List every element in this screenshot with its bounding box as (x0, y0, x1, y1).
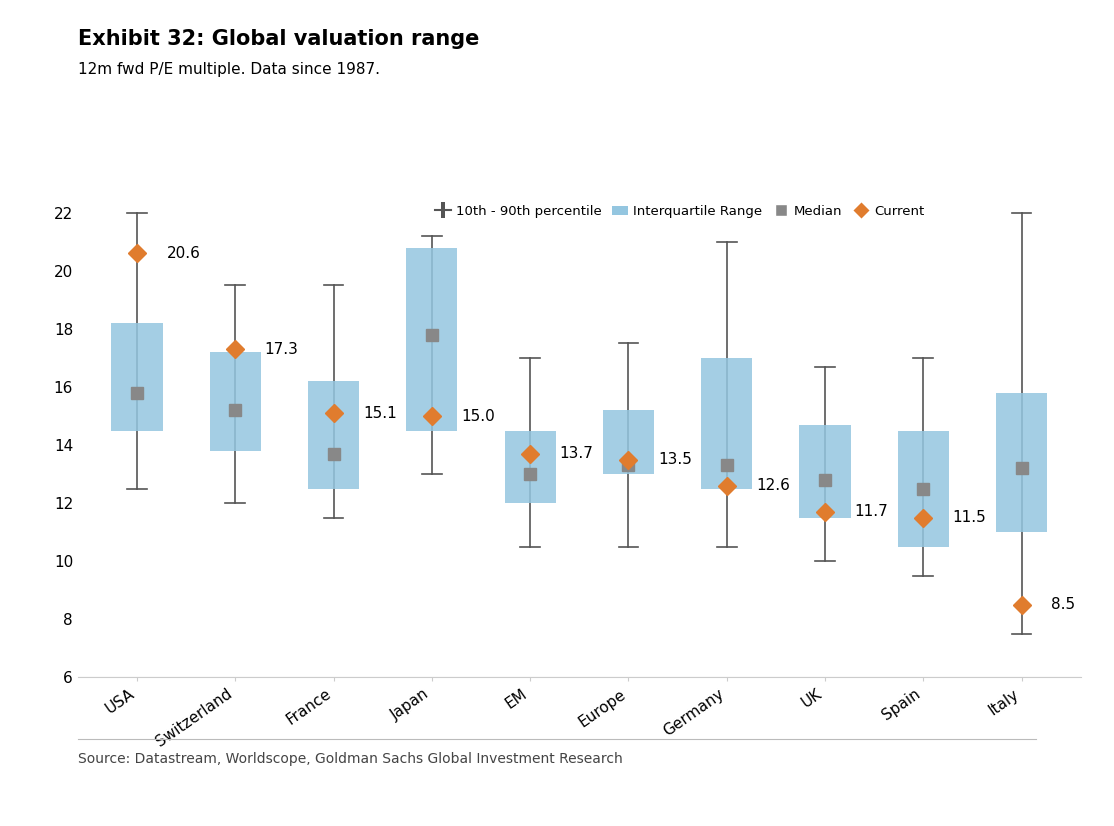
Text: 15.0: 15.0 (461, 409, 495, 424)
FancyBboxPatch shape (111, 323, 163, 430)
Text: Exhibit 32: Global valuation range: Exhibit 32: Global valuation range (78, 29, 479, 49)
FancyBboxPatch shape (209, 352, 261, 451)
Text: 11.7: 11.7 (854, 505, 888, 520)
Text: 15.1: 15.1 (363, 406, 397, 420)
FancyBboxPatch shape (701, 358, 752, 489)
FancyBboxPatch shape (996, 393, 1047, 532)
FancyBboxPatch shape (898, 430, 949, 547)
FancyBboxPatch shape (800, 425, 851, 518)
FancyBboxPatch shape (603, 411, 654, 474)
FancyBboxPatch shape (407, 248, 458, 430)
Text: Source: Datastream, Worldscope, Goldman Sachs Global Investment Research: Source: Datastream, Worldscope, Goldman … (78, 752, 623, 766)
FancyBboxPatch shape (307, 381, 359, 489)
Text: 13.5: 13.5 (658, 452, 692, 467)
Text: 13.7: 13.7 (559, 446, 594, 461)
FancyBboxPatch shape (505, 430, 556, 503)
Text: 11.5: 11.5 (952, 510, 987, 525)
Legend: 10th - 90th percentile, Interquartile Range, Median, Current: 10th - 90th percentile, Interquartile Ra… (434, 205, 925, 218)
Text: 12m fwd P/E multiple. Data since 1987.: 12m fwd P/E multiple. Data since 1987. (78, 62, 380, 77)
Text: 20.6: 20.6 (166, 246, 201, 261)
Text: 17.3: 17.3 (265, 342, 299, 357)
Text: 12.6: 12.6 (756, 478, 790, 493)
Text: 8.5: 8.5 (1052, 597, 1075, 612)
